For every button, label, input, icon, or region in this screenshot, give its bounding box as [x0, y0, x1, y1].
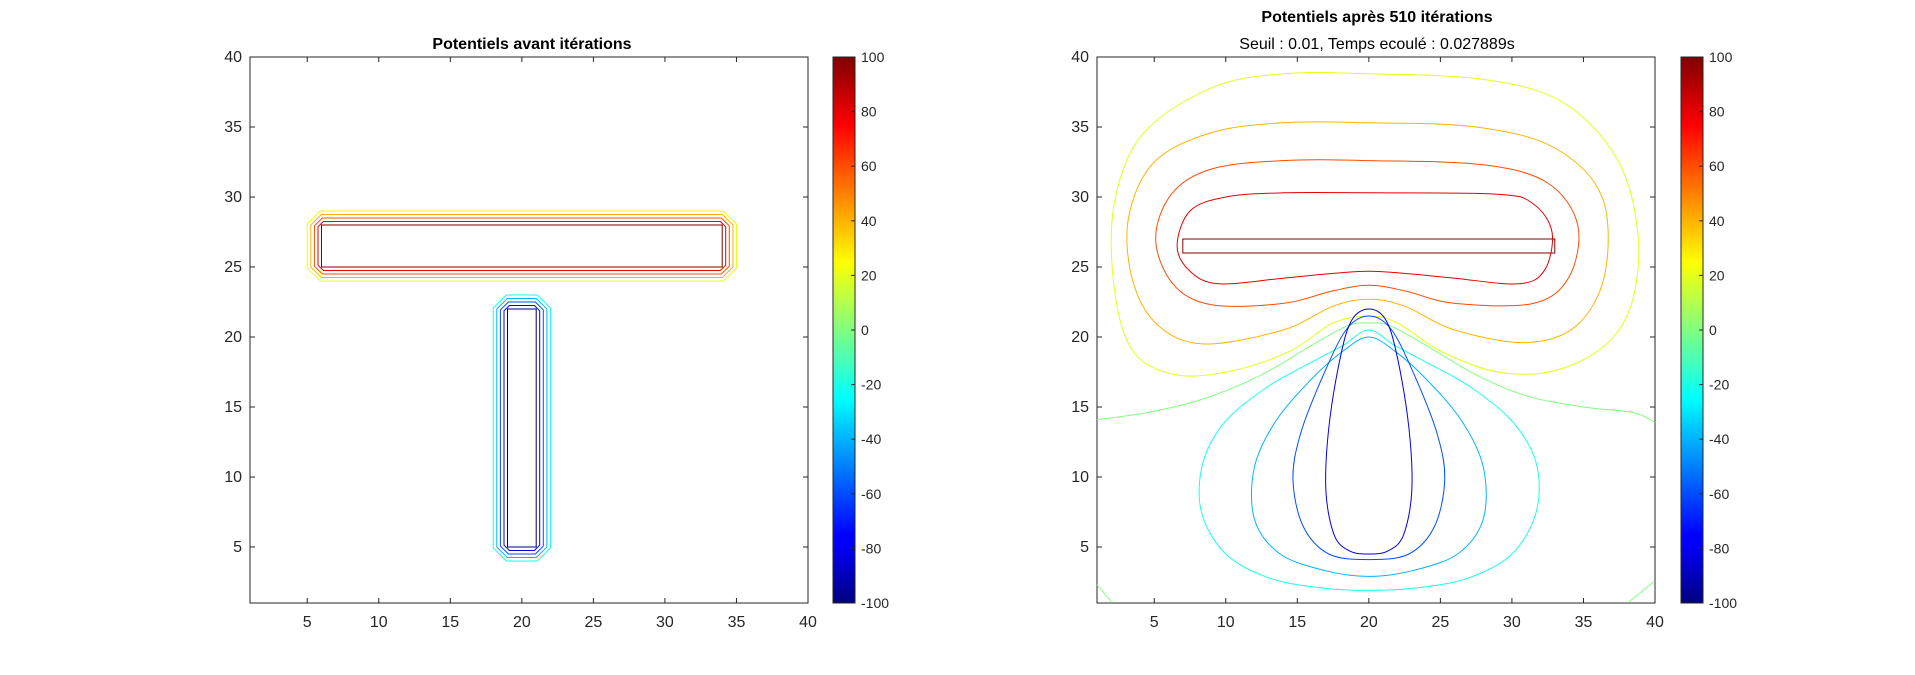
contour-line	[1176, 191, 1553, 285]
right-chart-panel: Potentiels après 510 itérations Seuil : …	[1071, 9, 1737, 631]
contour-line	[1250, 336, 1487, 577]
contour-line	[1096, 322, 1656, 423]
colorbar-tick-label: 80	[1709, 104, 1725, 120]
x-tick-label: 10	[1217, 614, 1235, 631]
contour-line	[310, 214, 734, 278]
colorbar-tick-label: -40	[1709, 431, 1729, 447]
chart-subtitle: Seuil : 0.01, Temps ecoulé : 0.027889s	[1239, 36, 1514, 53]
colorbar: 100 80 60 40 20 0 -20 -40 -60 -80 -100	[832, 49, 889, 611]
contour-line	[503, 305, 541, 551]
x-tick-label: 15	[441, 614, 459, 631]
contour-line	[1198, 329, 1540, 591]
x-tick-label: 35	[728, 614, 746, 631]
x-tick-label: 25	[584, 614, 602, 631]
colorbar-tick-label: -80	[861, 540, 881, 556]
x-tick-label: 15	[1288, 614, 1306, 631]
contour-line	[1096, 584, 1112, 602]
colorbar-tick-label: 60	[861, 158, 877, 174]
contour-line	[1292, 315, 1446, 561]
colorbar: 100 80 60 40 20 0 -20 -40 -60 -80 -100	[1680, 49, 1737, 611]
x-tick-label: 40	[799, 614, 817, 631]
colorbar-tick-label: 0	[1709, 322, 1717, 338]
y-tick-label: 20	[224, 329, 242, 346]
plot-area	[1096, 56, 1656, 604]
axis-ticks: 5 10 15 20 25 30 35 40 5 10 15 20 25 30 35 40	[224, 49, 817, 631]
colorbar-tick-label: -40	[861, 431, 881, 447]
contour-line	[1628, 581, 1654, 602]
y-tick-label: 25	[224, 259, 242, 276]
x-tick-label: 20	[513, 614, 531, 631]
colorbar-tick-label: -80	[1709, 540, 1729, 556]
contour-line	[496, 298, 548, 558]
contour-line	[492, 294, 551, 562]
contour-line	[1155, 159, 1580, 307]
x-tick-label: 30	[1503, 614, 1521, 631]
colorbar-tick-label: 20	[861, 267, 877, 283]
contour-line	[499, 301, 544, 555]
y-tick-label: 30	[224, 189, 242, 206]
colorbar-tick-label: 20	[1709, 267, 1725, 283]
y-tick-label: 35	[224, 119, 242, 136]
x-tick-label: 5	[303, 614, 312, 631]
plot-area	[249, 56, 809, 604]
y-tick-label: 15	[1071, 399, 1089, 416]
y-tick-label: 25	[1071, 259, 1089, 276]
x-tick-label: 30	[656, 614, 674, 631]
y-tick-label: 35	[1071, 119, 1089, 136]
contour-line	[1126, 121, 1609, 345]
colorbar-tick-label: -60	[861, 486, 881, 502]
colorbar-tick-label: 80	[861, 104, 877, 120]
colorbar-tick-label: 40	[1709, 213, 1725, 229]
y-tick-label: 40	[224, 49, 242, 66]
chart-title: Potentiels après 510 itérations	[1261, 9, 1492, 26]
y-tick-label: 5	[233, 539, 242, 556]
left-chart-panel: Potentiels avant itérations 5 10 15 20 25 30 3…	[224, 36, 889, 631]
contour-line	[317, 221, 727, 271]
colorbar-tick-label: -100	[1709, 595, 1737, 611]
x-tick-label: 5	[1150, 614, 1159, 631]
colorbar-tick-label: -20	[861, 377, 881, 393]
y-tick-label: 5	[1080, 539, 1089, 556]
contour-line	[1182, 238, 1556, 254]
y-tick-label: 30	[1071, 189, 1089, 206]
chart-title: Potentiels avant itérations	[432, 36, 631, 53]
x-tick-label: 25	[1431, 614, 1449, 631]
x-tick-label: 35	[1575, 614, 1593, 631]
colorbar-tick-label: 0	[861, 322, 869, 338]
y-tick-label: 10	[224, 469, 242, 486]
y-tick-label: 20	[1071, 329, 1089, 346]
contour-line	[321, 224, 723, 268]
colorbar-tick-label: -100	[861, 595, 889, 611]
contour-line	[306, 210, 737, 282]
x-tick-label: 20	[1360, 614, 1378, 631]
x-tick-label: 10	[370, 614, 388, 631]
contour-lines	[1096, 72, 1656, 602]
colorbar-tick-label: 100	[861, 49, 885, 65]
axis-ticks: 5 10 15 20 25 30 35 40 5 10 15 20 25 30 35 40	[1071, 49, 1664, 631]
y-tick-label: 15	[224, 399, 242, 416]
y-tick-label: 10	[1071, 469, 1089, 486]
contour-line	[507, 308, 537, 548]
contour-line	[1325, 308, 1413, 555]
colorbar-tick-label: 100	[1709, 49, 1733, 65]
x-tick-label: 40	[1646, 614, 1664, 631]
colorbar-tick-label: 40	[861, 213, 877, 229]
colorbar-tick-label: -60	[1709, 486, 1729, 502]
colorbar-tick-label: -20	[1709, 377, 1729, 393]
colorbar-tick-label: 60	[1709, 158, 1725, 174]
contour-lines	[306, 210, 737, 562]
contour-line	[313, 217, 730, 275]
y-tick-label: 40	[1071, 49, 1089, 66]
